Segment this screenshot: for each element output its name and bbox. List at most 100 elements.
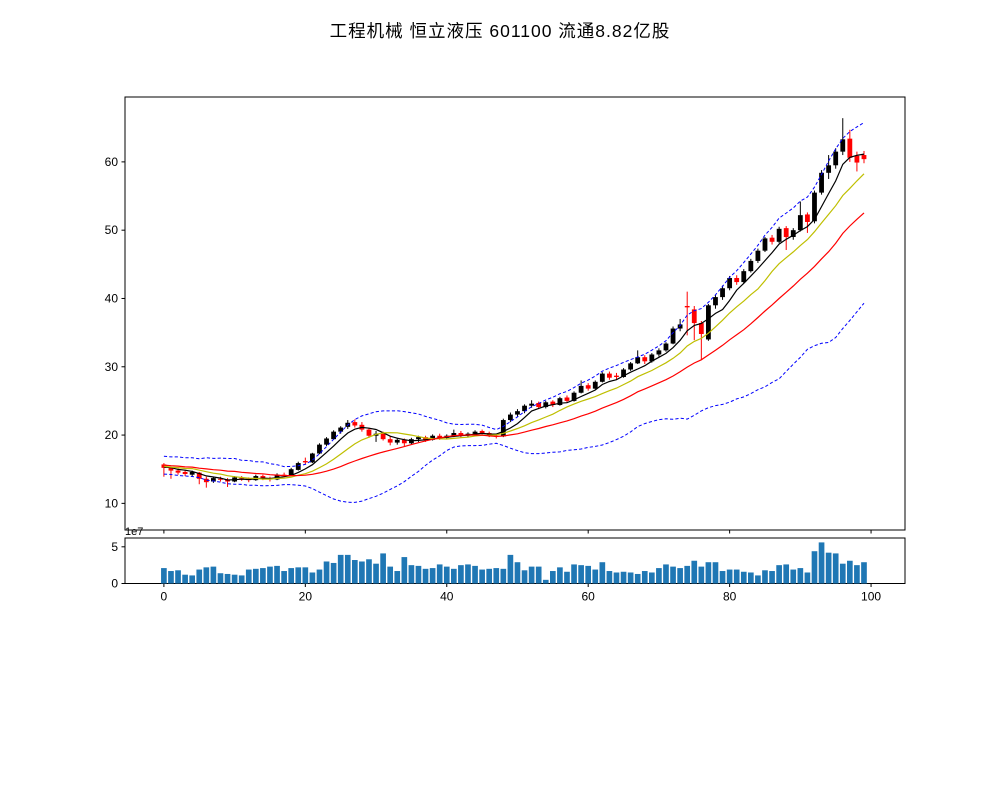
volume-scale-label: 1e7 — [125, 526, 143, 538]
price-tick-label: 50 — [105, 223, 119, 237]
chart-title: 工程机械 恒立液压 601100 流通8.82亿股 — [329, 21, 671, 41]
candle-body — [543, 402, 549, 408]
candle-body — [840, 139, 846, 152]
volume-bar — [634, 573, 641, 584]
candle-body — [437, 435, 443, 438]
candle-body — [642, 357, 648, 362]
candle-body — [748, 260, 754, 272]
candle-body — [182, 471, 188, 474]
volume-bar — [443, 566, 450, 584]
volume-bar — [429, 568, 436, 584]
candle-body — [776, 228, 782, 242]
volume-bar — [408, 565, 415, 584]
volume-bar — [196, 569, 203, 584]
volume-bar — [351, 560, 358, 584]
candle-body — [585, 385, 591, 389]
candle-body — [628, 363, 634, 370]
candle-body — [684, 305, 690, 308]
volume-bar — [316, 569, 323, 584]
volume-bar — [748, 572, 754, 584]
candle-body — [734, 277, 740, 283]
candle-body — [861, 155, 867, 160]
price-tick-label: 10 — [105, 496, 119, 510]
candle-body — [203, 478, 209, 483]
volume-bar — [394, 571, 401, 584]
volume-bar — [804, 572, 811, 584]
volume-bar — [472, 565, 478, 584]
candle-body — [621, 369, 626, 378]
volume-bar — [422, 568, 429, 584]
volume-bar — [592, 569, 599, 584]
candle-body — [338, 427, 344, 432]
candle-body — [607, 373, 612, 378]
candle-body — [451, 433, 457, 436]
candle-body — [218, 478, 223, 480]
volume-bar — [465, 564, 471, 584]
volume-bar — [755, 575, 761, 584]
volume-bar — [330, 562, 337, 584]
ma5-line — [163, 153, 865, 481]
candle-body — [592, 381, 598, 389]
volume-bar — [769, 571, 775, 584]
volume-bar — [380, 553, 386, 584]
candle-body — [394, 439, 400, 443]
volume-bar — [401, 557, 408, 584]
candle-body — [416, 437, 421, 440]
price-tick-label: 40 — [105, 291, 119, 305]
x-tick-label: 20 — [299, 590, 313, 604]
candle-body — [500, 420, 506, 437]
volume-bar — [847, 560, 853, 584]
volume-bar — [542, 579, 549, 584]
volume-bar — [267, 566, 273, 584]
candle-body — [677, 324, 683, 329]
candle-body — [691, 309, 697, 324]
volume-bar — [535, 566, 542, 584]
candle-body — [663, 343, 669, 351]
price-tick-label: 30 — [105, 360, 119, 374]
candle-body — [529, 403, 535, 406]
candle-body — [380, 433, 386, 440]
candle-body — [479, 430, 485, 434]
volume-bar — [161, 568, 167, 584]
volume-bar — [627, 572, 634, 584]
volume-bar — [260, 568, 266, 584]
volume-bar — [599, 562, 606, 584]
candle-body — [578, 385, 584, 393]
candle-body — [819, 172, 824, 193]
candle-body — [317, 444, 322, 454]
ma20-line — [163, 212, 865, 477]
candle-body — [649, 354, 655, 362]
candle-body — [430, 435, 436, 440]
volume-bar — [854, 565, 860, 584]
volume-bar — [359, 561, 365, 584]
candle-body — [797, 215, 803, 231]
bollinger-upper-line — [163, 122, 865, 468]
volume-bar — [733, 569, 740, 584]
volume-bar — [217, 573, 224, 584]
volume-bars — [161, 542, 867, 584]
volume-bar — [373, 563, 379, 584]
candle-body — [755, 250, 761, 261]
candle-body — [309, 453, 315, 463]
candle-body — [614, 375, 619, 378]
candle-body — [288, 469, 294, 476]
volume-bar — [189, 575, 196, 584]
volume-bar — [719, 571, 726, 584]
volume-bar — [557, 567, 563, 584]
volume-bar — [337, 554, 344, 584]
candle-body — [196, 472, 202, 479]
candle-body — [713, 297, 718, 306]
volume-bar — [691, 560, 698, 584]
price-tick-label: 20 — [105, 428, 119, 442]
volume-bar — [663, 564, 669, 584]
volume-bar — [458, 565, 464, 584]
volume-bar — [684, 565, 691, 584]
candle-body — [812, 192, 817, 222]
candle-body — [536, 402, 542, 408]
candle-body — [790, 230, 796, 238]
volume-bar — [493, 568, 500, 584]
volume-bar — [585, 565, 592, 584]
candle-body — [522, 405, 527, 412]
candle-body — [550, 401, 556, 406]
candle-body — [741, 271, 747, 283]
